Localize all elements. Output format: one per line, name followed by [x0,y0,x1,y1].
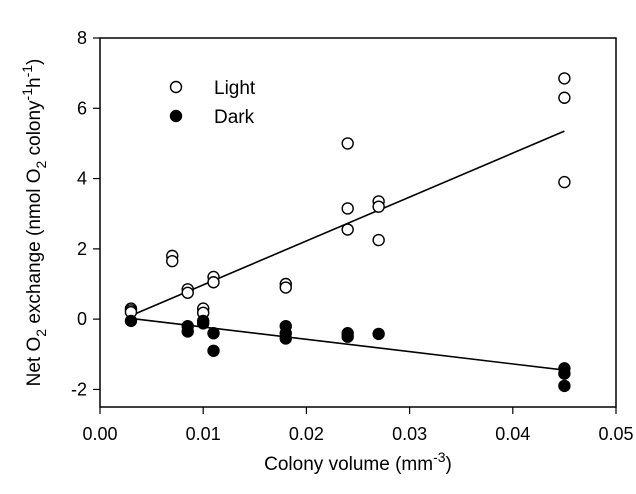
dark-point [372,327,385,341]
legend-light-marker [169,80,183,94]
dark-point [341,330,354,343]
light-point [558,91,571,104]
y-tick-label: 2 [77,239,87,259]
x-tick-label: 0.02 [289,424,324,444]
dark-point [181,325,194,338]
dark-point [558,379,571,393]
light-point [372,233,385,247]
dark-point [124,314,138,328]
light-point [558,72,571,85]
x-tick-label: 0.05 [598,424,633,444]
light-point [181,286,194,299]
legend: Light Dark [169,78,256,128]
x-tick-label: 0.04 [495,424,530,444]
legend-light-label: Light [214,78,256,99]
light-point [341,137,354,150]
y-tick-label: 6 [77,98,87,118]
dark-point [207,327,220,340]
light-point [341,202,354,215]
x-tick-label: 0.00 [82,424,117,444]
y-tick-label: 4 [77,169,87,189]
light-point [341,223,354,236]
dark-point [196,317,210,330]
dark-fit-line [130,317,565,371]
light-point [279,281,292,294]
dark-point [558,367,571,380]
legend-dark-label: Dark [214,107,255,128]
y-tick-label: 0 [77,309,87,329]
y-axis-title: Net O2 exchange (nmol O2 colony-1h-1) [19,59,49,387]
light-point [207,276,220,289]
x-tick-label: 0.03 [392,424,427,444]
light-point [372,200,385,213]
legend-dark-marker [169,109,183,123]
data-points [124,72,571,393]
axis-ticks: 0.00 0.01 0.02 0.03 0.04 0.05 -2 0 2 4 6 8 [71,28,634,444]
y-tick-label: 8 [77,28,87,48]
dark-point [207,344,220,357]
light-point [558,175,571,189]
x-tick-label: 0.01 [186,424,221,444]
dark-point [279,332,292,345]
plot-frame [99,37,617,408]
light-point [166,254,179,268]
y-tick-label: -2 [71,379,87,399]
x-axis-title: Colony volume (mm-3) [264,449,452,475]
